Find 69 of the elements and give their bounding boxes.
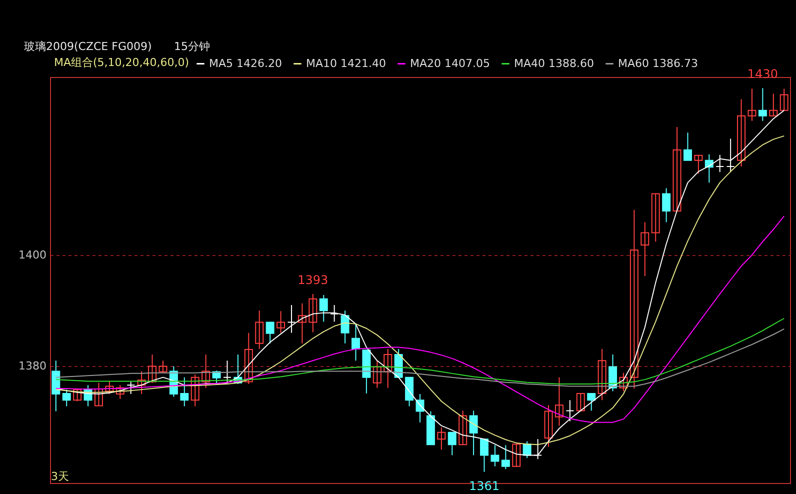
candlestick	[566, 400, 574, 422]
candlestick	[640, 222, 650, 277]
legend-label: MA5 1426.20	[209, 56, 282, 70]
candlestick	[52, 360, 60, 412]
candlestick	[180, 376, 189, 407]
candlestick	[630, 209, 638, 389]
candlestick	[244, 332, 253, 385]
candlestick	[501, 444, 510, 470]
candlestick	[330, 304, 339, 322]
candlestick	[190, 374, 200, 407]
candlestick	[480, 438, 489, 472]
candlestick	[576, 392, 585, 412]
candlestick	[202, 354, 210, 388]
chart-title: 玻璃2009(CZCE FG009)	[24, 40, 152, 53]
candlestick	[116, 384, 124, 400]
candlestick	[512, 444, 521, 468]
candlestick	[148, 354, 157, 384]
candlestick	[158, 360, 168, 374]
candlestick	[351, 322, 360, 362]
candlestick	[587, 392, 596, 412]
candlestick	[554, 376, 564, 426]
candlestick	[73, 388, 82, 402]
candlestick	[769, 93, 778, 116]
candlestick	[662, 188, 671, 223]
candlestick	[384, 348, 392, 388]
candlestick	[405, 376, 414, 407]
candlestick	[255, 310, 264, 350]
candlestick	[62, 389, 71, 407]
candlestick	[672, 126, 682, 212]
candlestick	[287, 304, 296, 334]
annotation: 1393	[298, 272, 328, 287]
candlestick	[716, 154, 724, 173]
candlestick	[780, 88, 788, 111]
candlestick	[748, 88, 756, 122]
candlestick	[298, 302, 306, 344]
candlestick	[458, 410, 468, 446]
candlestick	[448, 432, 456, 456]
candlestick	[137, 370, 146, 395]
candlestick	[276, 310, 286, 334]
y-tick-label: 1400	[18, 248, 46, 262]
legend-label: MA20 1407.05	[410, 56, 490, 70]
candlestick	[266, 321, 274, 344]
candlestick	[726, 138, 735, 173]
candlestick	[469, 410, 478, 456]
candlestick	[694, 154, 703, 174]
candlestick	[683, 132, 692, 161]
candlestick	[94, 382, 103, 406]
candlestick	[340, 310, 350, 344]
candlestick	[308, 293, 318, 333]
legend-label: MA40 1388.60	[514, 56, 594, 70]
candlestick	[490, 444, 500, 467]
candlestick	[544, 404, 553, 448]
candlestick	[222, 360, 232, 384]
legend-label: MA60 1386.73	[618, 56, 698, 70]
legend-title: MA组合(5,10,20,40,60,0)	[54, 56, 190, 69]
candlestick	[126, 381, 136, 395]
candlestick	[372, 360, 382, 388]
legend-label: MA10 1421.40	[306, 56, 386, 70]
candlestick	[619, 372, 628, 392]
chart-subtitle: 15分钟	[174, 40, 210, 53]
candlestick	[598, 348, 606, 401]
candlestick	[105, 380, 114, 395]
candlestick	[758, 88, 767, 122]
annotation: 3天	[51, 470, 69, 483]
y-tick-label: 1380	[18, 360, 46, 373]
candlestick	[437, 426, 446, 450]
candlestick	[319, 294, 328, 322]
candlestick	[651, 193, 660, 242]
candlestick	[737, 98, 746, 168]
